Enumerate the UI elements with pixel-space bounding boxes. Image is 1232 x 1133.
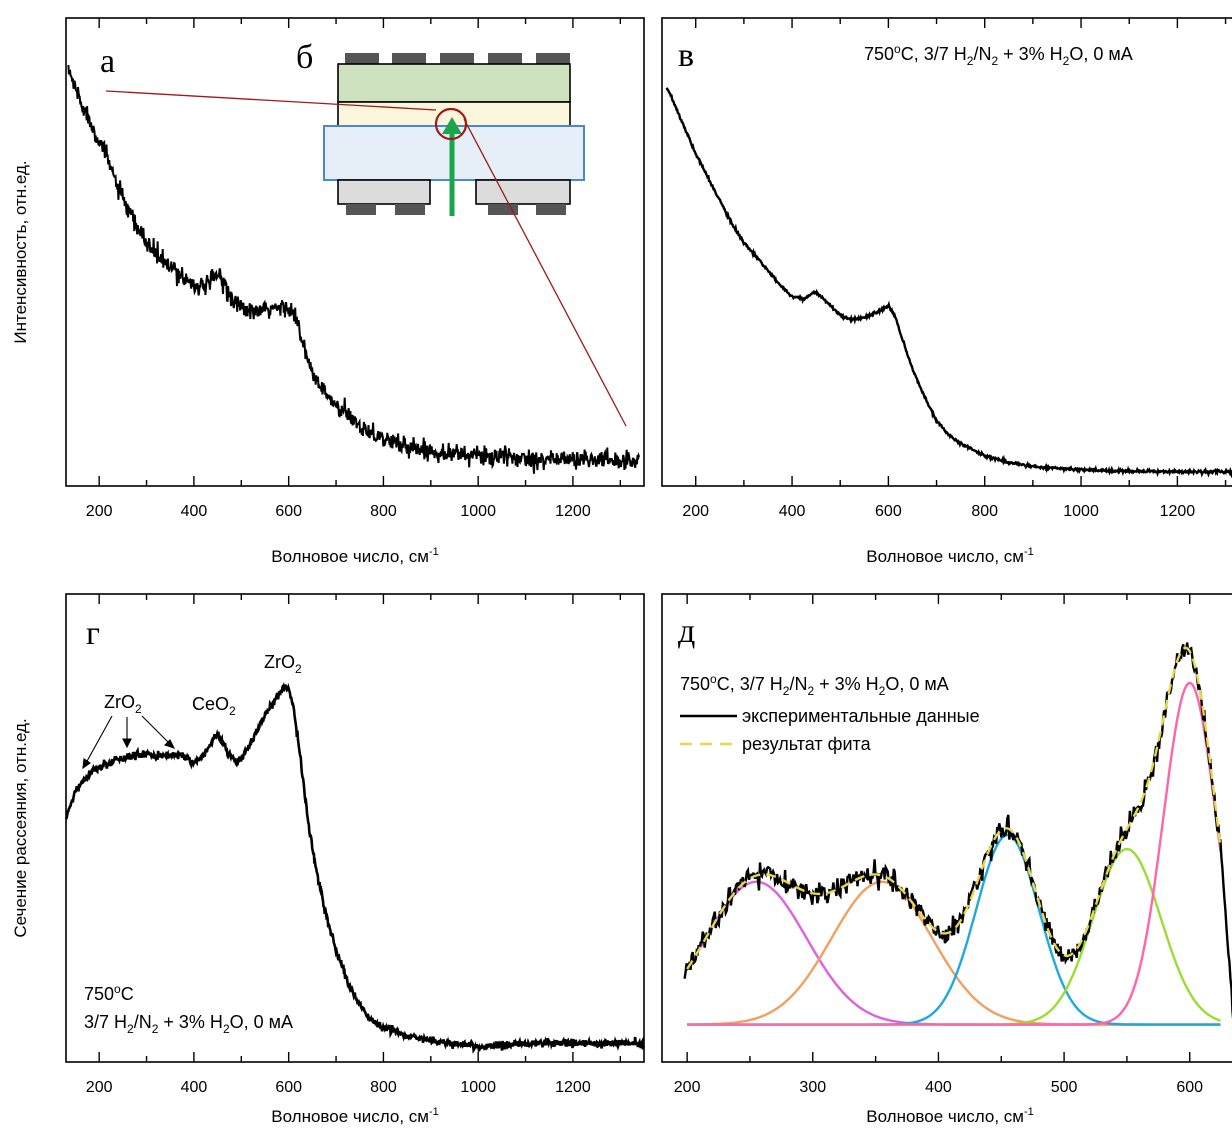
panel-letter-a: а — [100, 43, 115, 80]
x-tick-label: 600 — [275, 503, 302, 520]
panel-a-frame — [65, 17, 645, 487]
x-tick-label: 1000 — [460, 1079, 496, 1096]
panel-g-spectrum-line — [64, 681, 645, 1054]
panel-a: 200 400 600 800 1000 1200 Волновое число, см-… — [11, 17, 645, 566]
panel-letter-d: д — [678, 613, 695, 650]
fit-component-5 — [687, 681, 1222, 1026]
inset-bottom-electrodes — [346, 204, 566, 215]
panel-g-ticks: 200 400 600 800 1000 1200 — [86, 594, 622, 1096]
panel-letter-g: г — [86, 615, 100, 652]
panel-d-xlabel: Волновое число, см-1 — [866, 1106, 1034, 1126]
x-tick-label: 400 — [925, 1079, 952, 1096]
panel-a-xlabel: Волновое число, см-1 — [271, 546, 439, 566]
x-tick-label: 500 — [1051, 1079, 1078, 1096]
legend-label-experimental: экспериментальные данные — [742, 706, 980, 726]
x-tick-label: 600 — [275, 1079, 302, 1096]
panel-v-frame — [661, 17, 1232, 487]
panel-g-condition-line1: 750oC — [84, 982, 134, 1004]
panel-v-ticks: 200 400 600 800 1000 1200 — [682, 18, 1227, 520]
panel-d-frame — [661, 593, 1232, 1063]
panel-g-frame — [65, 593, 645, 1063]
fit-component-2 — [687, 880, 1221, 1026]
x-tick-label: 400 — [779, 503, 806, 520]
panel-v-xlabel: Волновое число, см-1 — [866, 546, 1034, 566]
annotation-ceo2: CeO2 — [192, 694, 236, 718]
panel-d-fit-components — [686, 681, 1222, 1026]
panel-d-ticks: 200 300 400 500 600 — [674, 594, 1203, 1096]
annotation-zro2-600: ZrO2 — [264, 652, 302, 676]
x-tick-label: 300 — [799, 1079, 826, 1096]
x-tick-label: 1200 — [1160, 503, 1196, 520]
panel-g-condition-line2: 3/7 H2/N2 + 3% H2O, 0 мА — [84, 1012, 293, 1036]
annotation-zro2-arrows — [82, 715, 176, 770]
x-tick-label: 1200 — [555, 503, 591, 520]
panel-d-legend: экспериментальные данные результат фита — [680, 706, 980, 754]
panel-d-condition-title: 750oC, 3/7 H2/N2 + 3% H2O, 0 мА — [680, 672, 949, 698]
panel-a-ylabel: Интенсивность, отн.ед. — [11, 160, 30, 343]
x-tick-label: 800 — [370, 1079, 397, 1096]
x-tick-label: 1000 — [1063, 503, 1099, 520]
panel-g-ylabel: Сечение рассеяния, отн.ед. — [11, 718, 30, 937]
panel-v-spectrum-line — [665, 87, 1232, 479]
panel-letter-v: в — [678, 37, 694, 74]
panel-g: 200 400 600 800 1000 1200 Волновое число, см-… — [11, 593, 645, 1126]
x-tick-label: 400 — [181, 503, 208, 520]
x-tick-label: 600 — [1176, 1079, 1203, 1096]
panel-v-condition-title: 750oC, 3/7 H2/N2 + 3% H2O, 0 мА — [864, 42, 1133, 68]
legend-label-fit: результат фита — [742, 734, 872, 754]
inset-cathode-layer — [337, 63, 571, 103]
panel-letter-b: б — [296, 39, 313, 76]
x-tick-label: 400 — [181, 1079, 208, 1096]
panel-g-xlabel: Волновое число, см-1 — [271, 1106, 439, 1126]
panel-a-spectrum-line — [67, 65, 641, 474]
x-tick-label: 600 — [875, 503, 902, 520]
x-tick-label: 200 — [682, 503, 709, 520]
inset-anode-left — [337, 179, 431, 205]
laser-arrow-icon — [442, 117, 462, 216]
x-tick-label: 200 — [86, 503, 113, 520]
x-tick-label: 800 — [971, 503, 998, 520]
x-tick-label: 1200 — [555, 1079, 591, 1096]
annotation-zro2-low: ZrO2 — [104, 692, 142, 716]
inset-top-electrodes — [345, 53, 570, 64]
inset-schematic: б — [105, 39, 627, 427]
x-tick-label: 200 — [86, 1079, 113, 1096]
x-tick-label: 800 — [370, 503, 397, 520]
inset-anode-right — [475, 179, 571, 205]
zoom-line-left — [105, 90, 437, 111]
x-tick-label: 1000 — [460, 503, 496, 520]
x-tick-label: 200 — [674, 1079, 701, 1096]
zoom-line-right — [463, 118, 627, 427]
panel-a-ticks: 200 400 600 800 1000 1200 — [86, 18, 622, 520]
panel-v: 200 400 600 800 1000 1200 Волновое число, см-… — [661, 17, 1232, 566]
panel-d: 200 300 400 500 600 Волновое число, см-1 д 7… — [661, 593, 1232, 1126]
fit-component-1 — [686, 880, 1221, 1026]
